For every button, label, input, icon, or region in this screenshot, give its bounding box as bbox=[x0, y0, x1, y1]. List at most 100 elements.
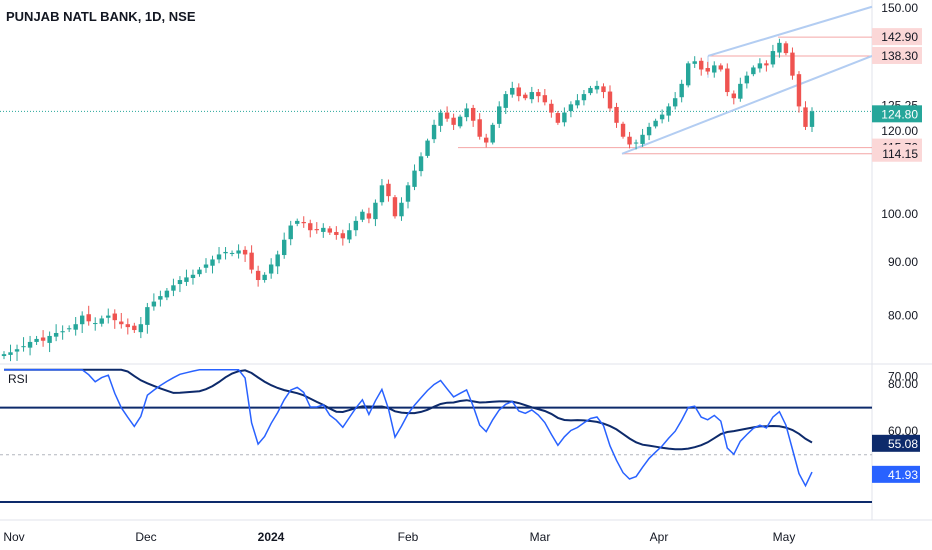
candle-body bbox=[770, 51, 776, 65]
candle-body bbox=[659, 114, 665, 120]
candle-body bbox=[14, 349, 20, 352]
candle-body bbox=[119, 321, 124, 325]
candle-body bbox=[796, 74, 802, 107]
candle-body bbox=[594, 85, 600, 90]
price-tick-label: 100.00 bbox=[881, 207, 918, 221]
candle-body bbox=[1, 354, 7, 357]
candle-body bbox=[112, 313, 117, 321]
candle-body bbox=[151, 301, 157, 307]
candle-body bbox=[497, 106, 502, 124]
rsi-ma-line bbox=[4, 368, 813, 451]
candle-body bbox=[764, 63, 769, 66]
x-tick-label: Dec bbox=[135, 530, 156, 544]
candle-body bbox=[712, 65, 717, 73]
x-tick-label: Apr bbox=[650, 530, 669, 544]
candle-body bbox=[347, 230, 352, 240]
candle-body bbox=[132, 325, 137, 331]
candle-body bbox=[470, 107, 476, 121]
candle-body bbox=[783, 43, 789, 54]
candle-body bbox=[536, 92, 541, 97]
candle-body bbox=[190, 274, 196, 279]
candle-body bbox=[373, 202, 378, 220]
candle-body bbox=[699, 60, 704, 70]
price-label-box bbox=[872, 28, 922, 46]
candle-body bbox=[145, 307, 150, 325]
candle-body bbox=[40, 337, 46, 341]
candle-body bbox=[744, 75, 750, 84]
candle-body bbox=[27, 341, 33, 348]
candle-body bbox=[177, 280, 183, 285]
candle-body bbox=[633, 142, 639, 144]
candle-body bbox=[705, 68, 710, 72]
candle-body bbox=[457, 116, 463, 127]
candle-body bbox=[327, 228, 333, 233]
candle-body bbox=[288, 225, 293, 240]
candle-body bbox=[334, 232, 339, 235]
candle-body bbox=[314, 229, 319, 231]
candle-body bbox=[405, 185, 411, 202]
candle-body bbox=[386, 183, 391, 197]
x-tick-label: May bbox=[773, 530, 796, 544]
candle-body bbox=[510, 87, 515, 95]
candle-body bbox=[581, 94, 587, 101]
candle-body bbox=[268, 264, 274, 274]
candle-body bbox=[73, 324, 78, 330]
candle-body bbox=[242, 249, 248, 255]
candle-body bbox=[392, 197, 398, 217]
x-tick-label: Mar bbox=[530, 530, 551, 544]
price-label-box bbox=[872, 144, 922, 162]
candle-body bbox=[360, 211, 365, 220]
candle-body bbox=[575, 100, 580, 106]
candle-body bbox=[640, 134, 645, 144]
candle-body bbox=[568, 104, 574, 112]
candle-body bbox=[438, 112, 443, 126]
candle-body bbox=[562, 112, 567, 123]
price-label-box bbox=[872, 46, 922, 64]
candle-body bbox=[203, 264, 209, 268]
rsi-tick-label: 80.00 bbox=[888, 377, 918, 391]
candle-body bbox=[353, 220, 359, 231]
candle-body bbox=[216, 254, 222, 260]
candle-body bbox=[483, 137, 489, 143]
candle-body bbox=[620, 123, 626, 137]
candle-body bbox=[171, 285, 176, 291]
candle-body bbox=[490, 124, 495, 143]
price-tick-label: 80.00 bbox=[888, 309, 918, 323]
candle-body bbox=[8, 352, 13, 355]
price-label: 124.80 bbox=[881, 107, 918, 121]
candle-body bbox=[125, 324, 131, 328]
price-tick-label: 150.00 bbox=[881, 1, 918, 15]
price-label: 114.15 bbox=[882, 147, 918, 161]
candle-body bbox=[281, 239, 287, 256]
candles bbox=[1, 38, 815, 362]
candle-body bbox=[399, 202, 404, 217]
candle-body bbox=[751, 67, 756, 75]
candle-body bbox=[685, 63, 691, 86]
channel-lower-line bbox=[621, 55, 873, 155]
price-tick-label: 90.00 bbox=[888, 255, 918, 269]
rsi-line bbox=[4, 369, 813, 488]
rsi-panel-label: RSI bbox=[8, 372, 29, 386]
candle-body bbox=[451, 117, 456, 125]
candle-body bbox=[588, 87, 593, 94]
candle-body bbox=[321, 227, 326, 232]
rsi-tick-label: 60.00 bbox=[888, 424, 918, 438]
candle-body bbox=[529, 92, 535, 100]
candle-body bbox=[106, 315, 111, 318]
candle-body bbox=[555, 113, 561, 123]
candle-body bbox=[366, 213, 372, 219]
price-label: 138.30 bbox=[881, 49, 918, 63]
candle-body bbox=[99, 318, 104, 324]
candle-body bbox=[777, 42, 782, 53]
candle-body bbox=[725, 68, 730, 93]
candle-body bbox=[93, 323, 98, 325]
price-tick-label: 120.00 bbox=[881, 124, 918, 138]
rsi-value: 41.93 bbox=[888, 468, 918, 482]
candle-body bbox=[809, 111, 815, 127]
candle-body bbox=[86, 314, 91, 322]
candle-body bbox=[223, 251, 228, 254]
candle-body bbox=[444, 112, 450, 119]
candle-body bbox=[255, 270, 261, 281]
price-label-box bbox=[872, 105, 922, 123]
